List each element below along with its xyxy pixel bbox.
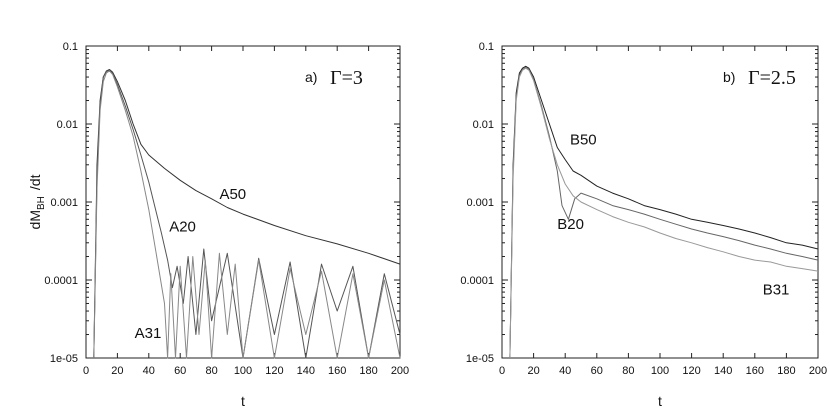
gamma-label: Γ=2.5	[748, 67, 796, 89]
series-label-b50: B50	[570, 131, 597, 148]
series-line-a31	[93, 70, 401, 359]
x-tick-label: 200	[391, 365, 409, 377]
x-tick-label: 180	[777, 365, 795, 377]
series-line-b31	[509, 67, 819, 359]
y-tick-label: 0.01	[57, 119, 78, 131]
x-tick-label: 140	[714, 365, 732, 377]
series-label-b20: B20	[557, 216, 584, 233]
y-tick-label: 0.1	[63, 41, 78, 53]
y-tick-label: 0.1	[479, 41, 494, 53]
y-axis-label-main: dM	[27, 210, 43, 229]
panel-a: 0 20 40 60 80 100 120 140 160 180 200 0.1 0.01 0.001 0…	[27, 41, 409, 409]
x-tick-label: 80	[205, 365, 217, 377]
panel-label: b)	[723, 69, 735, 85]
x-tick-label: 60	[174, 365, 186, 377]
x-tick-label: 160	[328, 365, 346, 377]
x-tick-label: 20	[111, 365, 123, 377]
x-tick-label: 200	[809, 365, 827, 377]
x-tick-label: 160	[746, 365, 764, 377]
series-label-a50: A50	[219, 186, 246, 203]
y-axis-label: dMBH/dt	[27, 174, 47, 229]
y-tick-label: 0.001	[466, 197, 494, 209]
x-axis-label: t	[241, 393, 245, 409]
x-tick-label: 0	[499, 365, 505, 377]
x-tick-label: 100	[234, 365, 252, 377]
x-tick-label: 40	[143, 365, 155, 377]
y-tick-label: 0.01	[473, 119, 494, 131]
panel-label: a)	[305, 69, 317, 85]
series-label-b31: B31	[763, 282, 790, 299]
x-tick-label: 120	[682, 365, 700, 377]
x-axis-label: t	[658, 393, 662, 409]
x-tick-label: 100	[651, 365, 669, 377]
series-line-a20	[93, 69, 401, 359]
y-axis-label-sub: BH	[36, 196, 47, 210]
y-tick-label: 1e-05	[50, 353, 78, 365]
x-tick-label: 20	[527, 365, 539, 377]
plot-frame	[501, 45, 819, 359]
y-tick-label: 0.0001	[460, 275, 494, 287]
x-tick-label: 140	[297, 365, 315, 377]
x-tick-label: 0	[83, 365, 89, 377]
x-tick-label: 120	[265, 365, 283, 377]
series-line-b50	[509, 65, 819, 359]
gamma-label: Γ=3	[330, 67, 363, 89]
y-axis-label-tail: /dt	[27, 174, 43, 190]
series-label-a20: A20	[169, 218, 196, 235]
y-tick-label: 0.001	[50, 197, 78, 209]
series-line-a50	[93, 69, 401, 359]
series-line-b20	[509, 67, 819, 359]
x-tick-label: 180	[359, 365, 377, 377]
y-tick-label: 1e-05	[466, 353, 494, 365]
x-tick-label: 60	[591, 365, 603, 377]
series-label-a31: A31	[135, 325, 162, 342]
y-tick-label: 0.0001	[44, 275, 78, 287]
x-tick-label: 80	[622, 365, 634, 377]
x-tick-label: 40	[559, 365, 571, 377]
panel-b: 0 20 40 60 80 100 120 140 160 180 200 0.1 0.01 0.001 0…	[460, 41, 827, 409]
